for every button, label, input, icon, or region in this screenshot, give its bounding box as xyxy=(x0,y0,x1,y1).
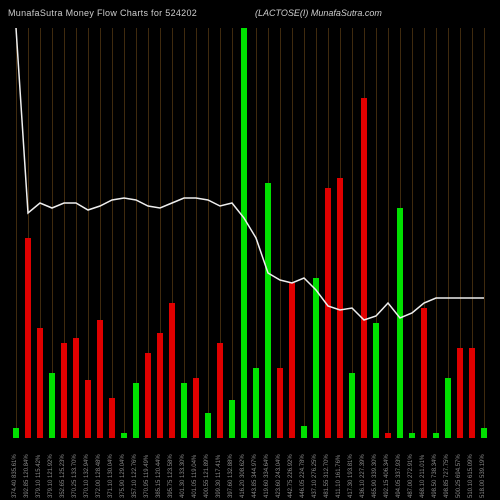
x-axis-label: 437.10 276.25% xyxy=(312,438,318,498)
x-axis-label: 446.05 224.78% xyxy=(300,438,306,498)
x-axis-label: 500.25 694.57% xyxy=(456,438,462,498)
x-axis-label: 370.95 119.49% xyxy=(144,438,150,498)
x-axis-label: 436.10 227.39% xyxy=(360,438,366,498)
x-axis-label: 385.15 120.44% xyxy=(156,438,162,498)
x-axis-label: 498.85 727.75% xyxy=(444,438,450,498)
x-axis-label: 352.65 125.23% xyxy=(60,438,66,498)
trend-line xyxy=(10,28,490,438)
money-flow-chart: MunafaSutra Money Flow Charts for 524202… xyxy=(0,0,500,500)
x-axis-label: 374.40 835.61% xyxy=(12,438,18,498)
x-axis-label: 411.10 161.76% xyxy=(336,438,342,498)
x-axis-label: 371.10 130.04% xyxy=(108,438,114,498)
x-axis-label: 399.30 117.41% xyxy=(216,438,222,498)
x-axis-label: 423.60 243.04% xyxy=(276,438,282,498)
x-axis-label: 395.75 123.58% xyxy=(168,438,174,498)
x-axis-label: 401.30 133.30% xyxy=(180,438,186,498)
plot-area xyxy=(10,28,490,438)
x-axis-label: 419.60 334.64% xyxy=(264,438,270,498)
x-axis-label: 372.00 128.48% xyxy=(96,438,102,498)
chart-title-right: (LACTOSE(I) MunafaSutra.com xyxy=(255,8,382,18)
x-axis-label: 357.10 122.76% xyxy=(132,438,138,498)
x-axis-label: 392.85 120.84% xyxy=(24,438,30,498)
x-axis-label: 465.90 339.30% xyxy=(372,438,378,498)
x-axis-label: 379.10 115.42% xyxy=(36,438,42,498)
x-axis-label: 397.60 132.88% xyxy=(228,438,234,498)
x-axis-label: 417.30 193.81% xyxy=(348,438,354,498)
x-axis-label: 492.15 406.34% xyxy=(384,438,390,498)
x-axis-labels: 374.40 835.61% 392.85 120.84% 379.10 115.4… xyxy=(10,438,490,500)
x-axis-label: 442.75 226.92% xyxy=(288,438,294,498)
x-axis-label: 487.00 272.91% xyxy=(408,438,414,498)
x-axis-label: 401.05 119.04% xyxy=(192,438,198,498)
x-axis-label: 400.55 121.89% xyxy=(204,438,210,498)
x-axis-label: 416.20 308.62% xyxy=(240,438,246,498)
x-axis-label: 370.10 132.94% xyxy=(84,438,90,498)
x-axis-label: 510.10 615.09% xyxy=(468,438,474,498)
chart-header: MunafaSutra Money Flow Charts for 524202… xyxy=(0,8,500,28)
x-axis-label: 370.25 133.70% xyxy=(72,438,78,498)
x-axis-label: 518.00 539.19% xyxy=(480,438,486,498)
x-axis-label: 375.90 129.04% xyxy=(120,438,126,498)
x-axis-label: 468.10 211.01% xyxy=(420,438,426,498)
x-axis-label: 498.50 738.34% xyxy=(432,438,438,498)
chart-title-left: MunafaSutra Money Flow Charts for 524202 xyxy=(8,8,197,18)
x-axis-label: 379.10 121.92% xyxy=(48,438,54,498)
x-axis-label: 494.05 337.93% xyxy=(396,438,402,498)
x-axis-label: 481.55 312.70% xyxy=(324,438,330,498)
x-axis-label: 443.85 344.97% xyxy=(252,438,258,498)
